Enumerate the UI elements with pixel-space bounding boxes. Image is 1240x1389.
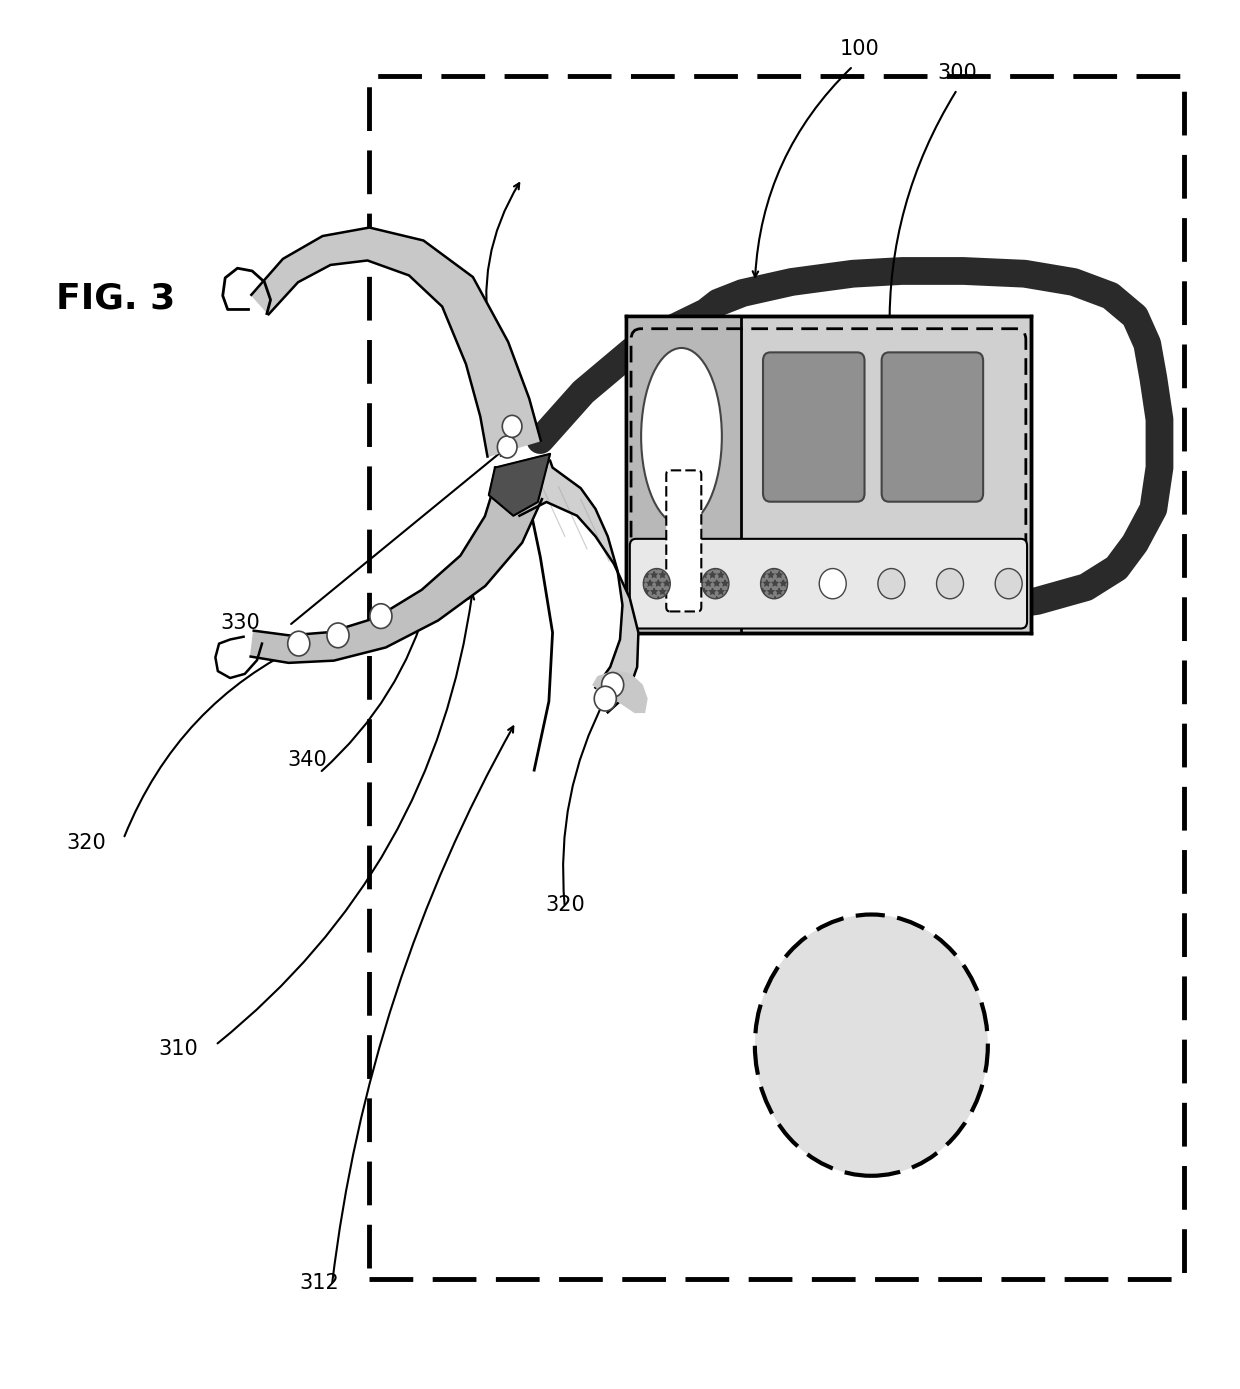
Text: 330: 330 bbox=[219, 613, 260, 632]
Text: 320: 320 bbox=[67, 832, 107, 853]
Circle shape bbox=[370, 604, 392, 628]
Circle shape bbox=[644, 568, 671, 599]
Text: 310: 310 bbox=[159, 1039, 198, 1058]
Circle shape bbox=[760, 568, 787, 599]
FancyBboxPatch shape bbox=[882, 353, 983, 501]
FancyBboxPatch shape bbox=[763, 353, 864, 501]
Bar bbox=[626, 317, 1030, 632]
Polygon shape bbox=[252, 228, 541, 457]
Circle shape bbox=[702, 568, 729, 599]
Circle shape bbox=[996, 568, 1022, 599]
Polygon shape bbox=[593, 671, 647, 713]
Circle shape bbox=[502, 415, 522, 438]
FancyBboxPatch shape bbox=[666, 471, 702, 611]
Text: 350: 350 bbox=[459, 319, 498, 340]
Text: 100: 100 bbox=[839, 39, 879, 60]
Polygon shape bbox=[520, 461, 639, 713]
Circle shape bbox=[594, 686, 616, 711]
Circle shape bbox=[497, 436, 517, 458]
Bar bbox=[626, 317, 742, 632]
Text: FIG. 3: FIG. 3 bbox=[56, 282, 175, 315]
Circle shape bbox=[820, 568, 846, 599]
Text: 312: 312 bbox=[300, 1272, 340, 1293]
Polygon shape bbox=[489, 454, 551, 515]
Polygon shape bbox=[250, 478, 542, 663]
Text: 340: 340 bbox=[288, 750, 327, 770]
Circle shape bbox=[288, 631, 310, 656]
Circle shape bbox=[878, 568, 905, 599]
Circle shape bbox=[327, 624, 348, 647]
Circle shape bbox=[936, 568, 963, 599]
Circle shape bbox=[601, 672, 624, 697]
FancyBboxPatch shape bbox=[630, 539, 1027, 628]
Circle shape bbox=[755, 914, 988, 1176]
Bar bbox=[368, 75, 1184, 1279]
Text: 320: 320 bbox=[544, 895, 585, 914]
Text: 300: 300 bbox=[937, 63, 977, 82]
Ellipse shape bbox=[641, 349, 722, 525]
